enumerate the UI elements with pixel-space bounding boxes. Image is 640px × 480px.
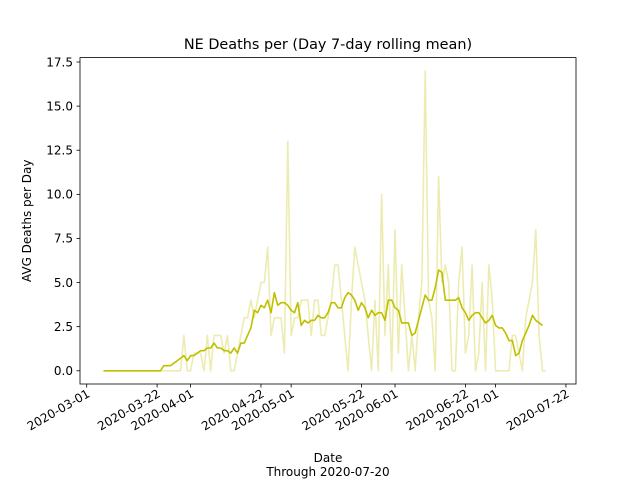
y-axis: 0.0 2.5 5.0 7.5 10.0 12.5 15.0 17.5 bbox=[46, 55, 80, 378]
plot-frame bbox=[79, 57, 577, 385]
rolling-mean-line bbox=[103, 269, 543, 372]
y-tick-label: 17.5 bbox=[46, 55, 73, 69]
y-tick-label: 7.5 bbox=[54, 232, 73, 246]
y-tick-label: 15.0 bbox=[46, 99, 73, 113]
chart-title: NE Deaths per (Day 7-day rolling mean) bbox=[184, 37, 472, 53]
y-tick-label: 10.0 bbox=[46, 188, 73, 202]
x-axis-label: Date bbox=[314, 451, 343, 465]
x-axis-sublabel: Through 2020-07-20 bbox=[265, 465, 389, 479]
y-tick-label: 2.5 bbox=[54, 320, 73, 334]
y-tick-label: 0.0 bbox=[54, 364, 73, 378]
y-tick-label: 5.0 bbox=[54, 276, 73, 290]
series-layer bbox=[103, 70, 546, 372]
y-tick-label: 12.5 bbox=[46, 144, 73, 158]
daily-deaths-line bbox=[103, 70, 546, 372]
y-axis-label: AVG Deaths per Day bbox=[20, 160, 34, 283]
